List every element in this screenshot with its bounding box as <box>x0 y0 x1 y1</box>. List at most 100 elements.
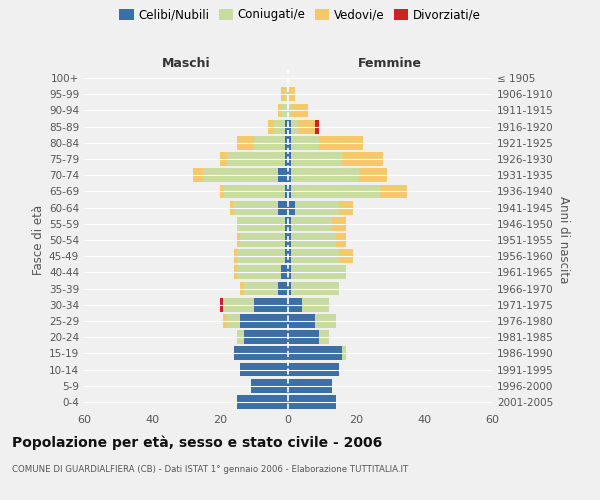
Bar <box>237 250 284 263</box>
Bar <box>227 152 284 166</box>
Bar <box>288 395 335 409</box>
Bar <box>254 136 284 149</box>
Bar <box>292 104 308 118</box>
Bar <box>295 200 339 214</box>
Bar <box>288 168 292 182</box>
Bar <box>288 88 295 101</box>
Bar <box>359 168 386 182</box>
Bar <box>380 184 407 198</box>
Bar <box>288 314 315 328</box>
Bar <box>237 330 244 344</box>
Bar <box>288 346 343 360</box>
Bar <box>241 314 288 328</box>
Bar <box>233 200 278 214</box>
Bar <box>233 346 288 360</box>
Bar <box>284 152 288 166</box>
Bar <box>343 346 346 360</box>
Bar <box>288 233 292 247</box>
Bar <box>292 266 346 280</box>
Legend: Celibi/Nubili, Coniugati/e, Vedovi/e, Divorziati/e: Celibi/Nubili, Coniugati/e, Vedovi/e, Di… <box>117 6 483 24</box>
Bar <box>230 200 233 214</box>
Bar <box>278 200 288 214</box>
Bar <box>288 282 292 296</box>
Bar <box>292 136 319 149</box>
Bar <box>223 298 254 312</box>
Bar <box>288 152 292 166</box>
Bar <box>233 250 237 263</box>
Text: Popolazione per età, sesso e stato civile - 2006: Popolazione per età, sesso e stato civil… <box>12 435 382 450</box>
Bar <box>302 298 329 312</box>
Bar <box>237 136 254 149</box>
Bar <box>288 362 339 376</box>
Bar <box>220 184 223 198</box>
Bar <box>319 136 363 149</box>
Bar <box>292 217 332 230</box>
Bar <box>237 266 281 280</box>
Bar <box>288 266 292 280</box>
Bar <box>251 379 288 392</box>
Bar <box>278 104 281 118</box>
Bar <box>292 120 298 134</box>
Bar <box>268 120 274 134</box>
Bar <box>288 104 292 118</box>
Bar <box>227 314 241 328</box>
Bar <box>288 136 292 149</box>
Bar <box>223 314 227 328</box>
Text: Maschi: Maschi <box>161 57 211 70</box>
Bar <box>288 379 332 392</box>
Bar <box>284 233 288 247</box>
Bar <box>193 168 203 182</box>
Bar <box>288 200 295 214</box>
Bar <box>298 120 315 134</box>
Bar <box>284 120 288 134</box>
Bar <box>241 233 284 247</box>
Bar <box>319 330 329 344</box>
Bar <box>237 395 288 409</box>
Bar <box>288 330 319 344</box>
Bar <box>284 250 288 263</box>
Bar <box>335 233 346 247</box>
Bar <box>284 217 288 230</box>
Bar <box>220 152 227 166</box>
Y-axis label: Fasce di età: Fasce di età <box>32 205 45 275</box>
Bar <box>315 120 319 134</box>
Bar <box>220 298 223 312</box>
Bar <box>244 330 288 344</box>
Bar <box>281 88 284 101</box>
Text: COMUNE DI GUARDIALFIERA (CB) - Dati ISTAT 1° gennaio 2006 - Elaborazione TUTTITA: COMUNE DI GUARDIALFIERA (CB) - Dati ISTA… <box>12 465 408 474</box>
Bar <box>339 250 353 263</box>
Bar <box>241 282 244 296</box>
Bar <box>343 152 383 166</box>
Bar <box>292 152 343 166</box>
Bar <box>203 168 278 182</box>
Bar <box>241 362 288 376</box>
Bar <box>284 184 288 198</box>
Bar <box>244 282 278 296</box>
Bar <box>254 298 288 312</box>
Bar <box>284 136 288 149</box>
Bar <box>237 217 284 230</box>
Bar <box>288 184 292 198</box>
Bar <box>281 266 288 280</box>
Text: Femmine: Femmine <box>358 57 422 70</box>
Bar <box>288 298 302 312</box>
Bar <box>223 184 284 198</box>
Bar <box>233 266 237 280</box>
Bar <box>339 200 353 214</box>
Bar <box>292 184 380 198</box>
Bar <box>284 88 288 101</box>
Bar <box>292 250 339 263</box>
Bar <box>274 120 284 134</box>
Y-axis label: Anni di nascita: Anni di nascita <box>557 196 570 284</box>
Bar <box>288 250 292 263</box>
Bar <box>288 217 292 230</box>
Bar <box>292 168 359 182</box>
Bar <box>288 120 292 134</box>
Bar <box>292 233 335 247</box>
Bar <box>237 233 241 247</box>
Bar <box>278 282 288 296</box>
Bar <box>278 168 288 182</box>
Bar <box>315 314 335 328</box>
Bar <box>292 282 339 296</box>
Bar <box>332 217 346 230</box>
